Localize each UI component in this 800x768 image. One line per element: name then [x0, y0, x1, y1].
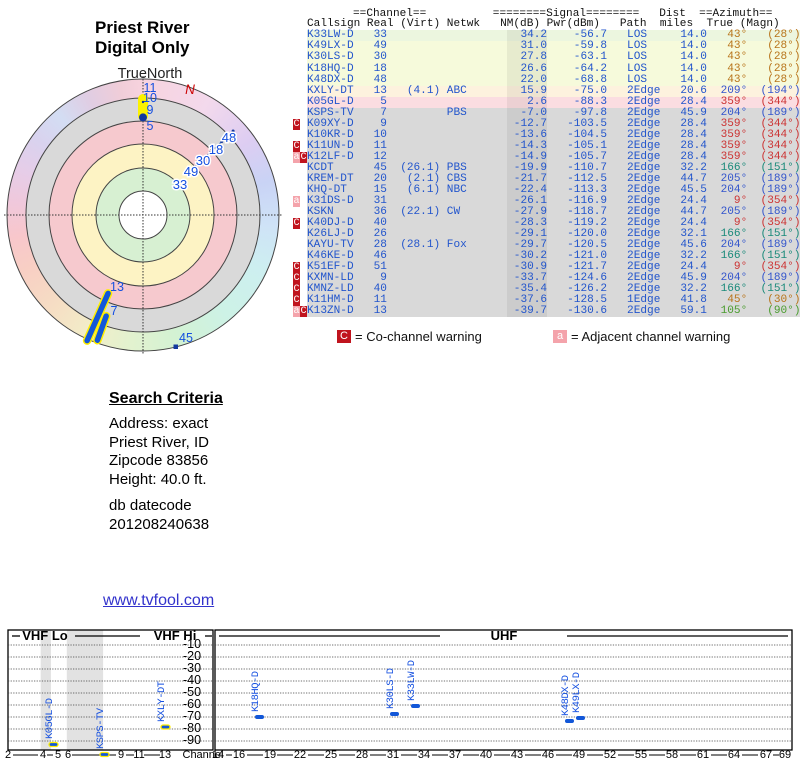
svg-text:19: 19: [264, 749, 276, 761]
svg-text:45: 45: [179, 331, 193, 345]
svg-text:43: 43: [511, 749, 523, 761]
svg-text:VHF Lo: VHF Lo: [22, 628, 68, 643]
svg-text:11: 11: [133, 749, 144, 761]
svg-text:UHF: UHF: [491, 628, 518, 643]
svg-text:K30LS-D: K30LS-D: [385, 668, 397, 709]
svg-text:49: 49: [573, 749, 585, 761]
svg-text:K05GL-D: K05GL-D: [44, 698, 56, 739]
svg-text:4: 4: [40, 749, 46, 761]
svg-text:K49LX-D: K49LX-D: [571, 672, 583, 713]
svg-text:K18HQ-D: K18HQ-D: [250, 671, 262, 712]
svg-text:9: 9: [118, 749, 124, 761]
svg-text:28: 28: [356, 749, 368, 761]
svg-text:2: 2: [5, 749, 11, 761]
svg-text:22: 22: [294, 749, 306, 761]
svg-text:58: 58: [666, 749, 678, 761]
svg-text:67: 67: [760, 749, 772, 761]
svg-text:5: 5: [55, 749, 61, 761]
svg-text:25: 25: [325, 749, 337, 761]
svg-text:KSPS-TV: KSPS-TV: [95, 707, 107, 749]
svg-text:31: 31: [387, 749, 399, 761]
svg-text:16: 16: [233, 749, 245, 761]
svg-text:64: 64: [728, 749, 740, 761]
svg-text:-90: -90: [183, 733, 201, 747]
svg-text:52: 52: [604, 749, 616, 761]
svg-text:37: 37: [449, 749, 461, 761]
svg-text:34: 34: [418, 749, 430, 761]
svg-text:dBm: dBm: [180, 628, 204, 629]
svg-text:69: 69: [779, 749, 791, 761]
svg-text:14: 14: [212, 749, 224, 761]
svg-text:6: 6: [65, 749, 71, 761]
svg-text:55: 55: [635, 749, 647, 761]
svg-text:KXLY-DT: KXLY-DT: [156, 681, 168, 722]
svg-text:46: 46: [542, 749, 554, 761]
svg-text:13: 13: [159, 749, 171, 761]
svg-text:61: 61: [697, 749, 709, 761]
svg-text:K33LW-D: K33LW-D: [406, 660, 418, 701]
svg-text:40: 40: [480, 749, 492, 761]
